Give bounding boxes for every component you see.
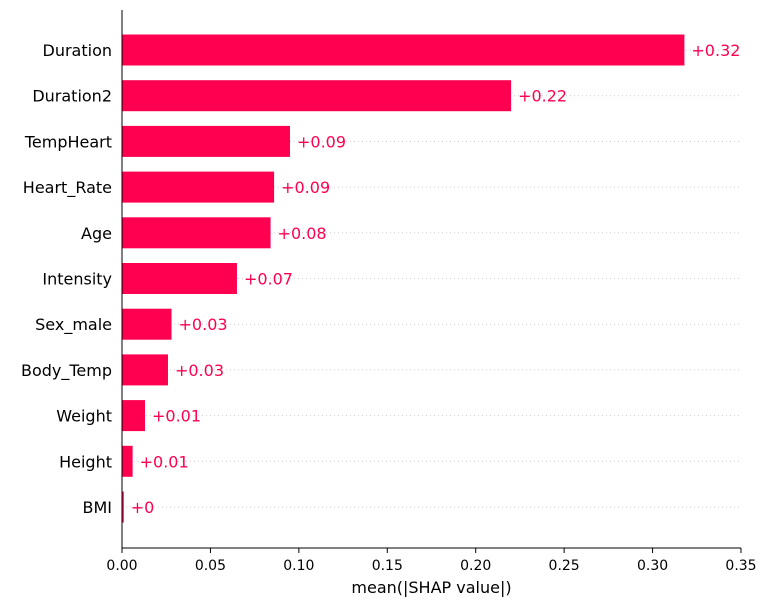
data-label-body-temp: +0.03 <box>175 361 224 380</box>
bars <box>122 34 685 523</box>
bar-body-temp <box>122 354 168 386</box>
category-label-sex-male: Sex_male <box>35 315 112 335</box>
category-label-age: Age <box>81 224 112 243</box>
bar-weight <box>122 400 145 432</box>
data-label-sex-male: +0.03 <box>179 315 228 334</box>
bar-duration2 <box>122 80 512 112</box>
category-label-intensity: Intensity <box>42 270 112 289</box>
data-label-heart-rate: +0.09 <box>281 178 330 197</box>
category-label-bmi: BMI <box>83 498 113 517</box>
bar-duration <box>122 34 685 66</box>
bar-height <box>122 445 133 477</box>
x-tick-label-6: 0.30 <box>637 558 668 574</box>
data-label-duration: +0.32 <box>691 41 740 60</box>
category-label-body-temp: Body_Temp <box>21 361 112 381</box>
bar-intensity <box>122 263 237 294</box>
data-labels: +0.32 +0.22 +0.09 +0.09 +0.08 +0.07 +0.03 +0.03… <box>131 41 741 517</box>
x-tick-label-2: 0.10 <box>283 558 314 574</box>
x-axis-ticks: 0.00 0.05 0.10 0.15 0.20 0.25 0.30 0.35 <box>106 548 757 574</box>
data-label-bmi: +0 <box>131 498 155 517</box>
category-label-weight: Weight <box>56 407 112 426</box>
x-tick-label-7: 0.35 <box>725 558 756 574</box>
bar-age <box>122 217 271 249</box>
x-tick-label-4: 0.20 <box>460 558 491 574</box>
data-label-height: +0.01 <box>140 452 189 471</box>
category-label-height: Height <box>59 452 112 471</box>
bar-heart-rate <box>122 171 275 203</box>
category-label-duration: Duration <box>43 41 113 60</box>
category-label-heart-rate: Heart_Rate <box>23 178 112 198</box>
data-label-duration2: +0.22 <box>518 87 567 106</box>
category-labels: Duration Duration2 TempHeart Heart_Rate Age I… <box>21 41 112 517</box>
x-tick-label-1: 0.05 <box>195 558 226 574</box>
bar-sex-male <box>122 308 172 340</box>
category-label-tempheart: TempHeart <box>24 132 112 151</box>
x-tick-label-0: 0.00 <box>106 558 137 574</box>
bar-bmi <box>122 491 124 523</box>
data-label-age: +0.08 <box>278 224 327 243</box>
bar-tempheart <box>122 125 291 157</box>
x-tick-label-3: 0.15 <box>372 558 403 574</box>
data-label-tempheart: +0.09 <box>297 132 346 151</box>
x-tick-label-5: 0.25 <box>549 558 580 574</box>
data-label-weight: +0.01 <box>152 407 201 426</box>
category-label-duration2: Duration2 <box>32 87 112 106</box>
x-axis-label: mean(|SHAP value|) <box>351 578 511 597</box>
data-label-intensity: +0.07 <box>244 270 293 289</box>
